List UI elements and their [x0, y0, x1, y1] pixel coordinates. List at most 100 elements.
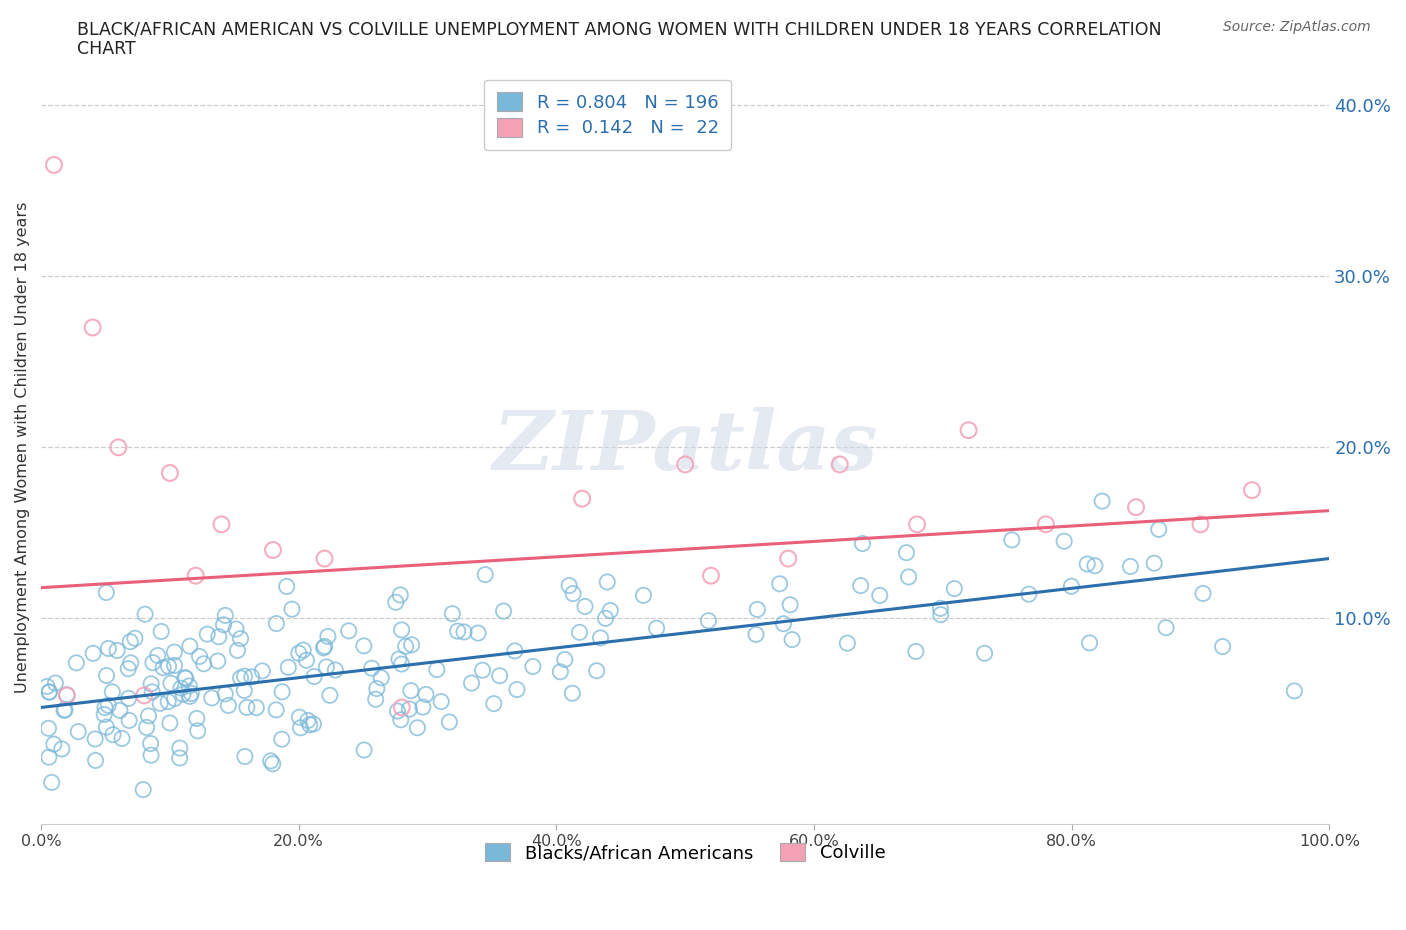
Point — [492, 604, 515, 618]
Point — [163, 644, 186, 659]
Point — [554, 652, 576, 667]
Point — [292, 643, 315, 658]
Point — [159, 715, 181, 730]
Text: CHART: CHART — [77, 40, 136, 58]
Point — [550, 664, 572, 679]
Point — [229, 671, 252, 685]
Point — [426, 662, 449, 677]
Point — [41, 775, 63, 790]
Point — [1189, 517, 1212, 532]
Point — [187, 724, 209, 738]
Point — [1284, 684, 1306, 698]
Point — [262, 542, 284, 557]
Point — [38, 750, 60, 764]
Point — [897, 569, 920, 584]
Legend: Blacks/African Americans, Colville: Blacks/African Americans, Colville — [475, 834, 894, 871]
Point — [474, 567, 496, 582]
Point — [904, 644, 927, 658]
Point — [828, 457, 851, 472]
Point — [233, 749, 256, 764]
Point — [1084, 558, 1107, 573]
Point — [105, 643, 128, 658]
Point — [211, 517, 233, 532]
Point — [141, 684, 163, 699]
Point — [139, 676, 162, 691]
Point — [97, 698, 120, 712]
Point — [745, 627, 768, 642]
Point — [169, 740, 191, 755]
Point — [37, 721, 59, 736]
Point — [851, 536, 873, 551]
Point — [157, 659, 180, 674]
Point — [53, 703, 76, 718]
Point — [446, 624, 468, 639]
Point — [134, 607, 156, 622]
Point — [84, 732, 107, 747]
Point — [401, 637, 423, 652]
Point — [747, 602, 769, 617]
Point — [138, 709, 160, 724]
Point — [1053, 534, 1076, 549]
Point — [1035, 517, 1057, 532]
Point — [208, 630, 231, 644]
Point — [281, 602, 304, 617]
Point — [522, 659, 544, 674]
Point — [905, 517, 928, 532]
Point — [453, 624, 475, 639]
Point — [108, 703, 131, 718]
Point — [42, 157, 65, 172]
Point — [1091, 494, 1114, 509]
Point — [697, 613, 720, 628]
Point — [957, 423, 980, 438]
Point — [288, 710, 311, 724]
Point — [1119, 559, 1142, 574]
Point — [633, 588, 655, 603]
Point — [1076, 556, 1098, 571]
Point — [645, 621, 668, 636]
Point — [599, 603, 621, 618]
Point — [44, 676, 66, 691]
Point — [385, 595, 408, 610]
Point — [482, 697, 505, 711]
Point — [132, 782, 155, 797]
Point — [245, 700, 267, 715]
Point — [700, 568, 723, 583]
Point — [389, 588, 412, 603]
Point — [207, 654, 229, 669]
Point — [391, 700, 413, 715]
Point — [399, 684, 422, 698]
Point — [179, 639, 201, 654]
Point — [276, 579, 298, 594]
Point — [159, 466, 181, 481]
Text: ZIPatlas: ZIPatlas — [492, 407, 877, 487]
Point — [226, 643, 249, 658]
Point — [596, 575, 619, 590]
Point — [118, 713, 141, 728]
Point — [302, 716, 325, 731]
Point — [395, 639, 418, 654]
Point — [120, 656, 142, 671]
Point — [295, 653, 318, 668]
Point — [82, 320, 104, 335]
Point — [316, 629, 339, 644]
Point — [314, 639, 336, 654]
Point — [769, 577, 792, 591]
Point — [252, 663, 274, 678]
Point — [38, 684, 60, 699]
Point — [929, 607, 952, 622]
Point — [943, 581, 966, 596]
Point — [179, 689, 201, 704]
Point — [837, 636, 859, 651]
Point — [262, 756, 284, 771]
Point — [179, 679, 201, 694]
Point — [217, 698, 239, 713]
Point — [353, 742, 375, 757]
Point — [233, 669, 256, 684]
Point — [574, 599, 596, 614]
Point — [56, 688, 79, 703]
Point — [229, 631, 252, 646]
Point — [67, 724, 90, 739]
Point — [1143, 556, 1166, 571]
Point — [101, 684, 124, 699]
Point — [195, 627, 218, 642]
